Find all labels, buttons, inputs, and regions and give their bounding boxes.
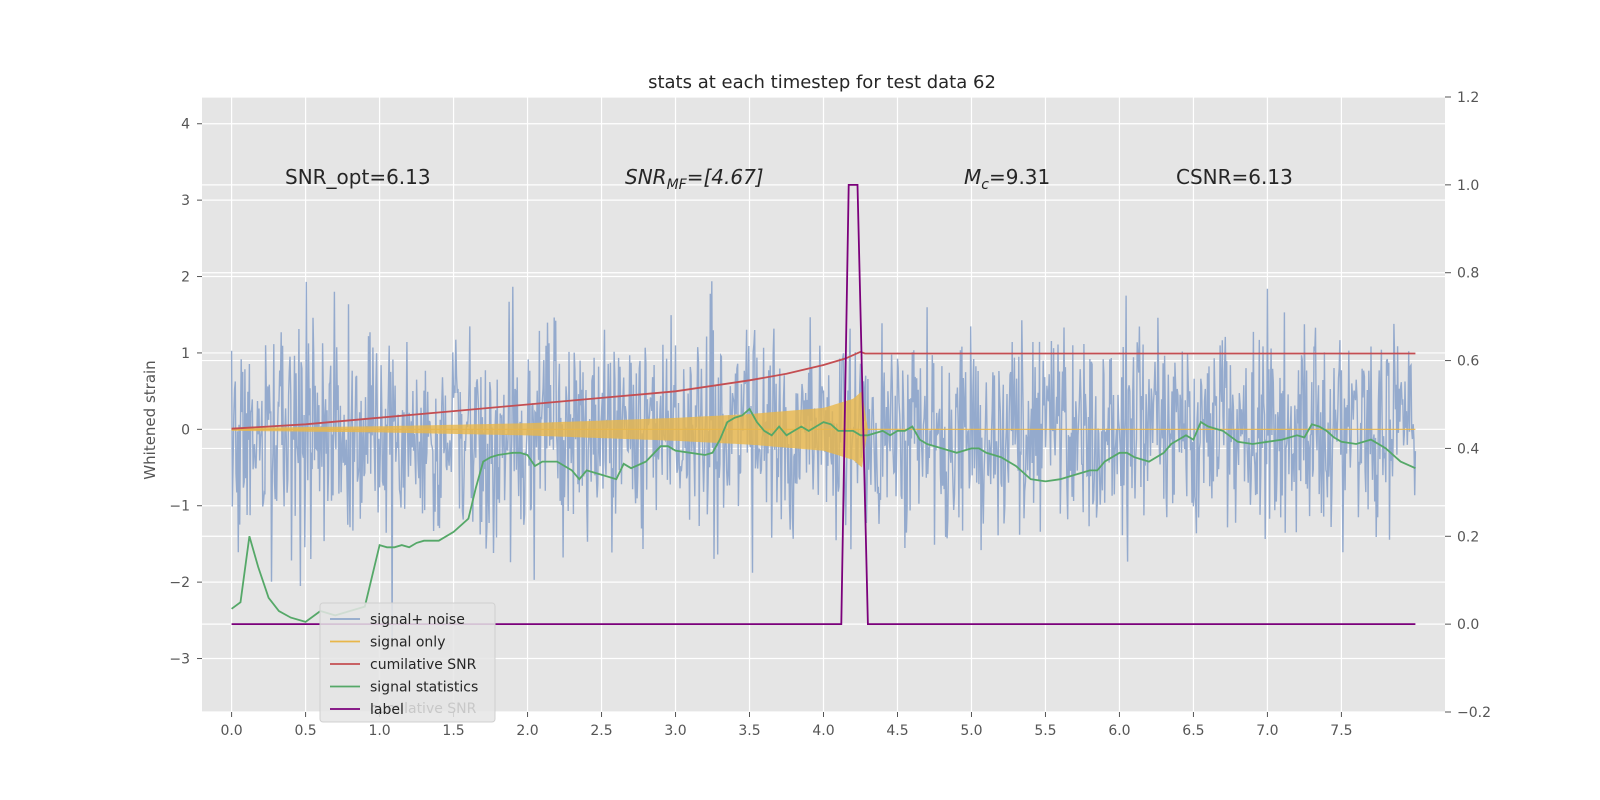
annotation-snr-mf-rest: =[4.67] [687,165,764,189]
x-tick-label-7: 3.5 [738,723,760,739]
x-tick-label-14: 7.0 [1256,723,1278,739]
y2-tick-label-5: 0.2 [1457,529,1479,545]
y-tick-label-2: 2 [181,270,190,286]
series-lines [231,183,1416,625]
annotation-mc: Mc=9.31 [964,165,1050,193]
x-tick-label-10: 5.0 [960,723,982,739]
y-tick-label-5: −1 [169,499,190,515]
x-tick-label-11: 5.5 [1034,723,1056,739]
legend-box [319,602,496,723]
x-tick-label-0: 0.0 [220,723,242,739]
y2-tick-label-7: −0.2 [1457,705,1491,721]
legend-label-3: signal statistics [370,680,478,696]
annotation-snr-mf: SNRMF=[4.67] [625,165,764,193]
x-tick-label-6: 3.0 [664,723,686,739]
x-tick-label-5: 2.5 [590,723,612,739]
legend-label-1: signal only [370,635,445,651]
legend-ghost-text: cumilative SNR [370,701,477,717]
y-axis-label: Whitened strain [141,360,159,479]
y2-tick-label-3: 0.6 [1457,354,1479,370]
x-tick-label-13: 6.5 [1182,723,1204,739]
annotation-mc-rest: =9.31 [989,165,1050,189]
legend-label-2: cumilative SNR [370,657,477,673]
y-tick-label-0: 4 [181,117,190,133]
annotation-mc-main: M [964,165,981,189]
annotation-snr-opt: SNR_opt=6.13 [285,165,431,189]
x-tick-label-8: 4.0 [812,723,834,739]
y2-tick-label-0: 1.2 [1457,90,1479,106]
x-tick-label-12: 6.0 [1108,723,1130,739]
signal-statistics-line [231,407,1416,623]
x-tick-label-1: 0.5 [294,723,316,739]
y-tick-label-7: −3 [169,652,190,668]
annotation-snr-mf-sub: MF [667,177,688,193]
legend: cumilative SNR signal+ noise signal only c… [319,602,496,723]
y2-tick-label-1: 1.0 [1457,178,1479,194]
axis-ticks: 0.0 0.5 1.0 1.5 2.0 2.5 3.0 3.5 4.0 4.5 5.0 5.5 6.0 6… [169,90,1491,739]
legend-label-4: label [370,702,404,718]
label-line [231,183,1416,625]
legend-items: signal+ noise signal only cumilative SNR si… [330,612,478,718]
y-tick-label-6: −2 [169,575,190,591]
y2-tick-label-2: 0.8 [1457,266,1479,282]
x-tick-label-4: 2.0 [516,723,538,739]
x-tick-label-15: 7.5 [1330,723,1352,739]
x-tick-label-3: 1.5 [442,723,464,739]
y2-tick-label-6: 0.0 [1457,617,1479,633]
y-tick-label-4: 0 [181,422,190,438]
x-tick-label-2: 1.0 [368,723,390,739]
legend-label-0: signal+ noise [370,612,465,628]
annotation-mc-sub: c [981,177,989,193]
annotation-csnr: CSNR=6.13 [1176,165,1293,189]
chart-title: stats at each timestep for test data 62 [648,72,996,93]
annotation-snr-mf-main: SNR [625,165,667,189]
y2-tick-label-4: 0.4 [1457,441,1479,457]
cumilative-snr-line [231,350,1416,430]
y-tick-label-1: 3 [181,193,190,209]
x-tick-label-9: 4.5 [886,723,908,739]
y-tick-label-3: 1 [181,346,190,362]
